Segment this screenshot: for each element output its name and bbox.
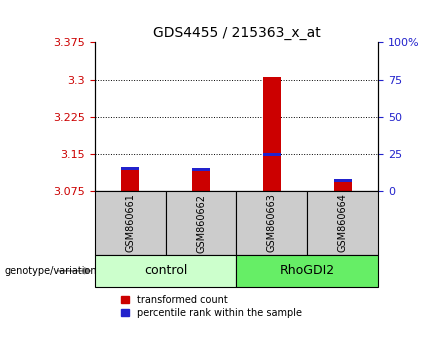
Bar bbox=[192, 170, 210, 191]
Bar bbox=[166, 191, 237, 255]
Text: GSM860661: GSM860661 bbox=[125, 194, 135, 252]
Legend: transformed count, percentile rank within the sample: transformed count, percentile rank withi… bbox=[121, 295, 301, 318]
Bar bbox=[263, 77, 281, 191]
Text: GSM860662: GSM860662 bbox=[196, 194, 206, 252]
Bar bbox=[192, 169, 210, 171]
Bar bbox=[95, 255, 237, 287]
Bar bbox=[263, 154, 281, 156]
Text: GSM860663: GSM860663 bbox=[267, 194, 277, 252]
Bar bbox=[334, 179, 352, 182]
Text: genotype/variation: genotype/variation bbox=[4, 266, 97, 276]
Bar bbox=[307, 191, 378, 255]
Bar bbox=[121, 167, 139, 170]
Text: RhoGDI2: RhoGDI2 bbox=[280, 264, 335, 277]
Bar bbox=[237, 255, 378, 287]
Title: GDS4455 / 215363_x_at: GDS4455 / 215363_x_at bbox=[153, 26, 320, 40]
Bar bbox=[334, 180, 352, 191]
Bar bbox=[95, 191, 166, 255]
Text: GSM860664: GSM860664 bbox=[338, 194, 348, 252]
Bar bbox=[121, 169, 139, 191]
Bar bbox=[237, 191, 307, 255]
Text: control: control bbox=[144, 264, 187, 277]
